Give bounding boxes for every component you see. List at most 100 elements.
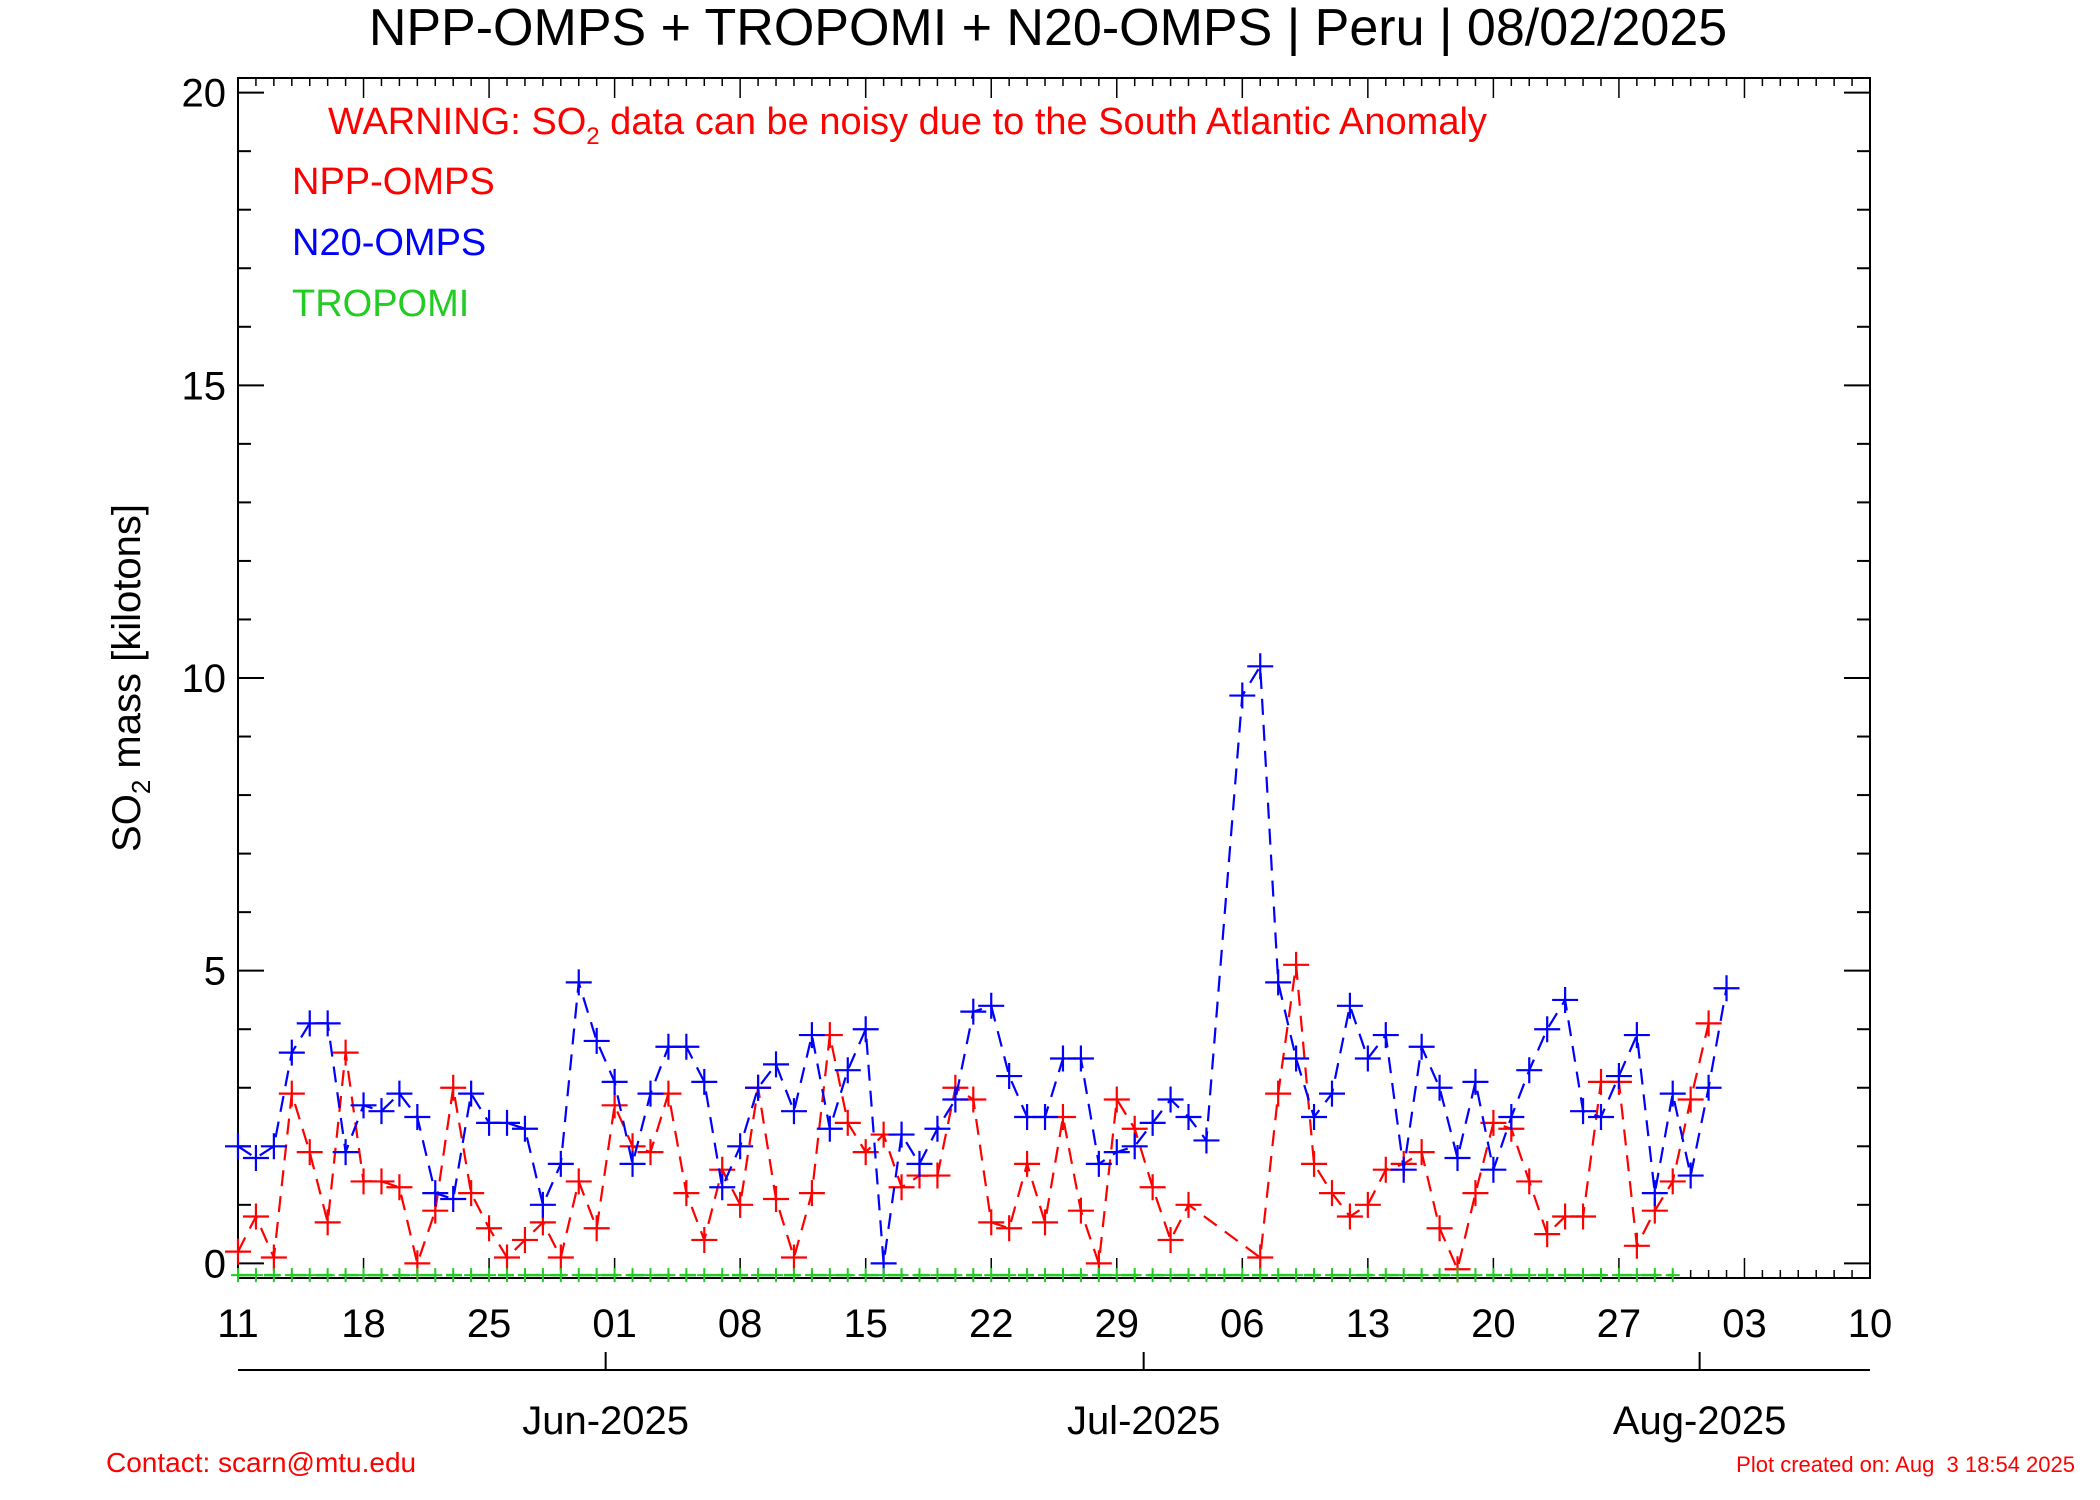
y-axis-label: SO2 mass [kilotons]: [105, 504, 156, 852]
data-point: [798, 1022, 825, 1049]
data-point: [1145, 1268, 1160, 1283]
month-labels: Jun-2025 Jul-2025 Aug-2025: [522, 1352, 1786, 1443]
warning-note: WARNING: SO2 data can be noisy due to th…: [328, 101, 1487, 150]
data-point: [1336, 1203, 1363, 1230]
data-point: [547, 1150, 574, 1177]
series-tropomi: [231, 1268, 1680, 1283]
data-point: [278, 1039, 305, 1066]
data-point: [1414, 1268, 1429, 1283]
data-point: [266, 1268, 281, 1283]
data-point: [248, 1268, 263, 1283]
data-point: [1235, 1268, 1250, 1283]
data-point: [1038, 1268, 1053, 1283]
data-point: [1175, 1191, 1202, 1218]
data-point: [1522, 1268, 1537, 1283]
contact-info: Contact: scarn@mtu.edu: [106, 1447, 416, 1478]
x-tick-label: 20: [1471, 1302, 1516, 1346]
data-point: [1354, 1191, 1381, 1218]
data-point: [1301, 1150, 1328, 1177]
data-point: [446, 1268, 461, 1283]
data-point: [1032, 1104, 1059, 1131]
data-point: [673, 1180, 700, 1207]
data-point: [1647, 1268, 1662, 1283]
data-point: [392, 1268, 407, 1283]
series-n20-omps: [225, 653, 1740, 1277]
data-point: [637, 1080, 664, 1107]
data-point: [1695, 1074, 1722, 1101]
y-axis-ticks: 0 5 10 15 20: [182, 72, 1870, 1286]
data-point: [637, 1139, 664, 1166]
data-point: [1157, 1086, 1184, 1113]
data-point: [1199, 1268, 1214, 1283]
x-tick-label: 01: [592, 1302, 637, 1346]
data-point: [906, 1150, 933, 1177]
data-point: [1576, 1268, 1591, 1283]
data-point: [996, 1215, 1023, 1242]
series-line: [237, 964, 1710, 1273]
x-tick-label: 25: [467, 1302, 512, 1346]
data-point: [1139, 1174, 1166, 1201]
data-point: [930, 1268, 945, 1283]
data-point: [356, 1268, 371, 1283]
data-point: [924, 1162, 951, 1189]
y-tick-label: 15: [182, 364, 227, 408]
data-point: [1229, 682, 1256, 709]
data-point: [751, 1268, 766, 1283]
data-point: [1055, 1268, 1070, 1283]
chart-title: NPP-OMPS + TROPOMI + N20-OMPS | Peru | 0…: [369, 0, 1727, 57]
data-point: [780, 1098, 807, 1125]
data-point: [1408, 1139, 1435, 1166]
data-point: [1665, 1268, 1680, 1283]
y-tick-label: 20: [182, 72, 227, 116]
data-point: [1450, 1268, 1465, 1283]
data-point: [476, 1215, 503, 1242]
x-tick-label: 10: [1848, 1302, 1893, 1346]
data-point: [1641, 1180, 1668, 1207]
data-point: [589, 1268, 604, 1283]
data-point: [1713, 975, 1740, 1002]
data-point: [1468, 1268, 1483, 1283]
data-point: [1540, 1268, 1555, 1283]
data-point: [745, 1074, 772, 1101]
data-point: [1085, 1150, 1112, 1177]
data-point: [912, 1268, 927, 1283]
data-point: [500, 1268, 515, 1283]
data-point: [733, 1268, 748, 1283]
data-point: [1283, 1045, 1310, 1072]
data-point: [535, 1268, 550, 1283]
data-point: [1534, 1016, 1561, 1043]
series-layer: [225, 653, 1740, 1283]
data-point: [1587, 1104, 1614, 1131]
data-point: [804, 1268, 819, 1283]
data-point: [876, 1268, 891, 1283]
data-point: [494, 1244, 521, 1271]
data-point: [1109, 1268, 1124, 1283]
data-point: [601, 1092, 628, 1119]
y-tick-label: 0: [204, 1242, 226, 1286]
data-point: [278, 1080, 305, 1107]
data-point: [822, 1268, 837, 1283]
data-point: [1552, 986, 1579, 1013]
data-point: [661, 1268, 676, 1283]
data-point: [601, 1068, 628, 1095]
data-point: [511, 1115, 538, 1142]
data-point: [763, 1185, 790, 1212]
data-point: [1336, 992, 1363, 1019]
data-point: [338, 1268, 353, 1283]
data-point: [571, 1268, 586, 1283]
data-point: [565, 969, 592, 996]
data-point: [1324, 1268, 1339, 1283]
data-point: [547, 1244, 574, 1271]
data-point: [763, 1051, 790, 1078]
data-point: [1611, 1268, 1626, 1283]
data-point: [260, 1133, 287, 1160]
y-tick-label: 5: [204, 950, 226, 994]
data-point: [1193, 1127, 1220, 1154]
data-point: [1342, 1268, 1357, 1283]
data-point: [1629, 1268, 1644, 1283]
data-point: [625, 1268, 640, 1283]
data-point: [643, 1268, 658, 1283]
data-point: [1354, 1045, 1381, 1072]
data-point: [1570, 1203, 1597, 1230]
data-point: [1462, 1180, 1489, 1207]
